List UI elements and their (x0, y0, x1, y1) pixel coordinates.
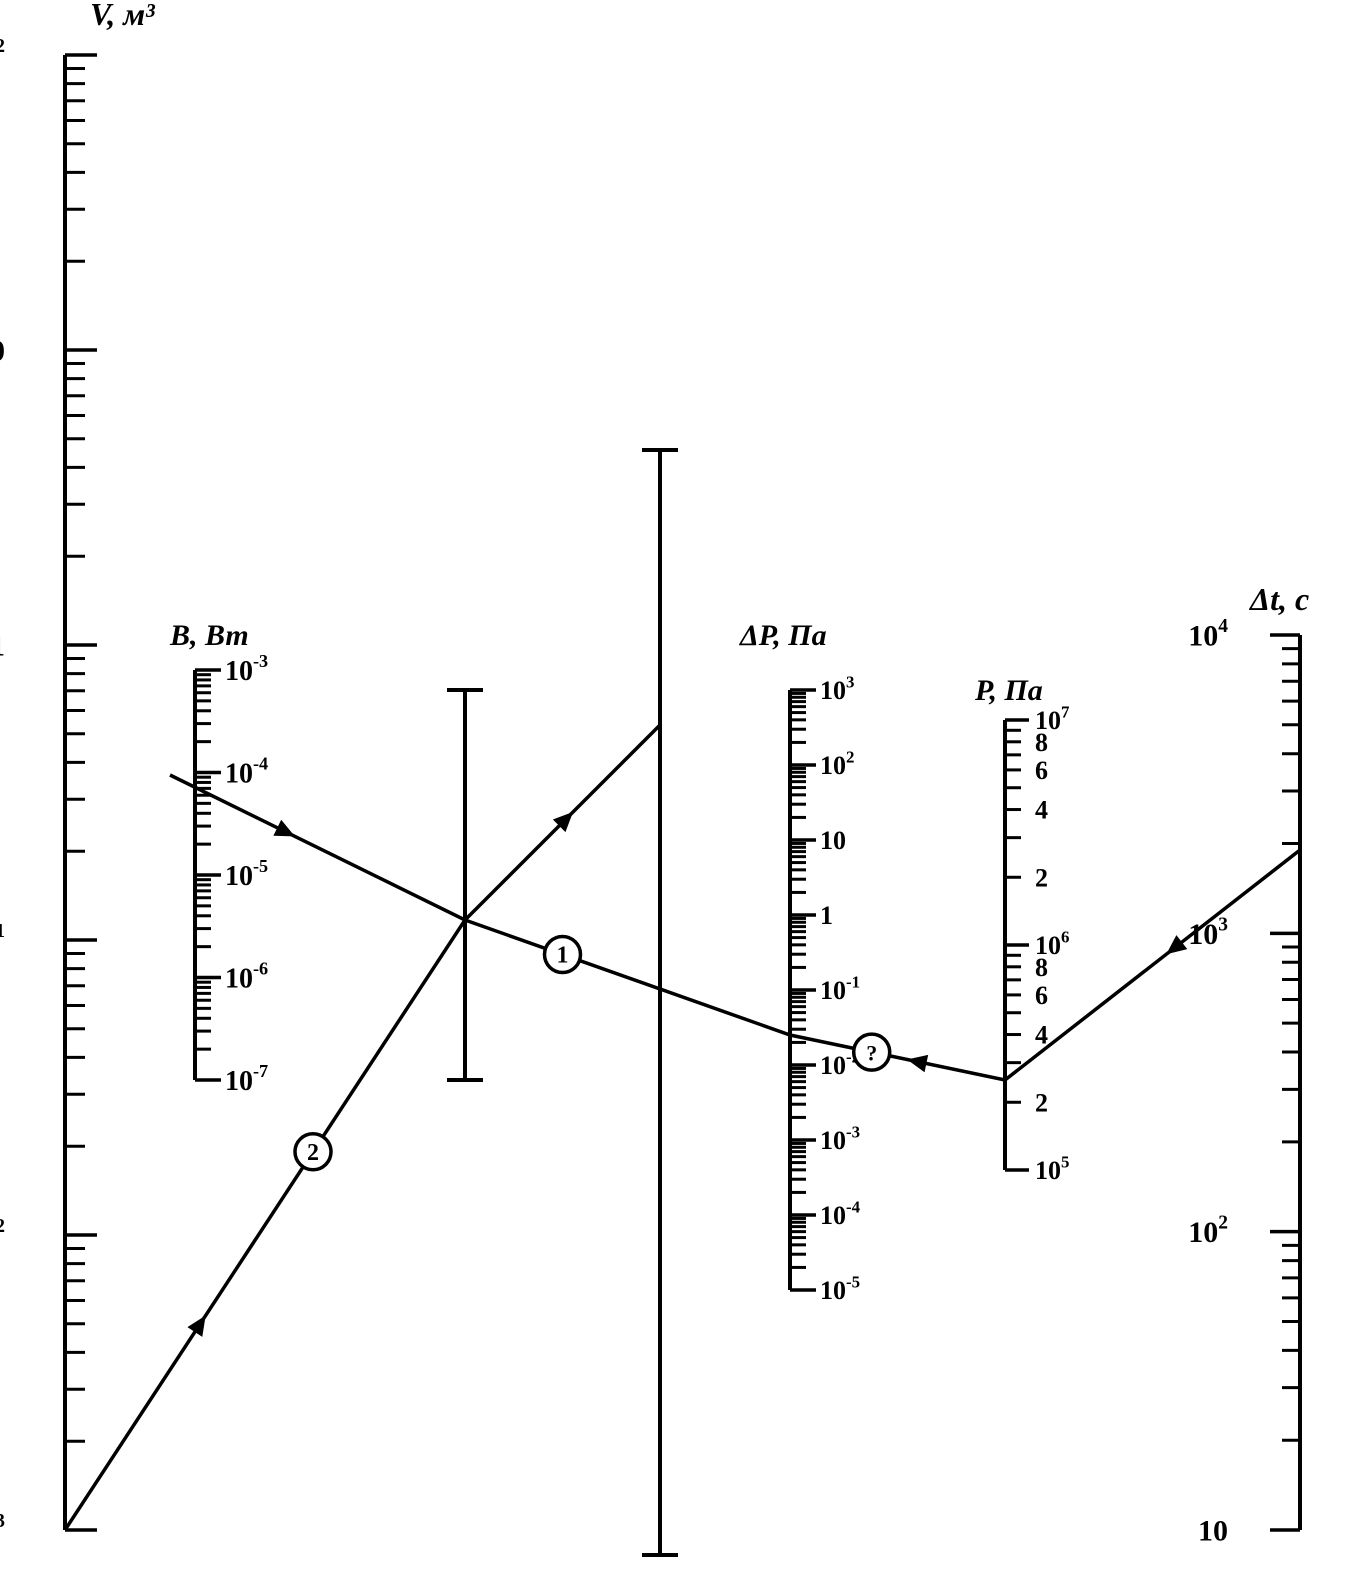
svg-text:10: 10 (0, 335, 5, 368)
svg-text:4: 4 (1035, 1021, 1048, 1050)
svg-text:2: 2 (307, 1140, 319, 1166)
axis (65, 55, 97, 1530)
axis (1005, 720, 1029, 1170)
svg-text:1: 1 (820, 901, 833, 930)
svg-text:10-5: 10-5 (820, 1272, 860, 1305)
key-line (170, 775, 1300, 1080)
svg-text:6: 6 (1035, 756, 1048, 785)
svg-text:Δt, с: Δt, с (1248, 581, 1309, 617)
svg-text:10-3: 10-3 (225, 651, 268, 687)
svg-text:10-3: 10-3 (820, 1122, 860, 1155)
svg-text:10-4: 10-4 (820, 1197, 861, 1230)
svg-text:105: 105 (1035, 1152, 1069, 1185)
svg-text:10-2: 10-2 (0, 1216, 5, 1253)
svg-text:10-6: 10-6 (225, 959, 268, 995)
svg-text:104: 104 (1188, 616, 1228, 653)
svg-text:ΔP, Па: ΔP, Па (739, 619, 827, 652)
svg-text:V, м³: V, м³ (90, 0, 155, 32)
svg-text:B, Вт: B, Вт (169, 619, 249, 652)
svg-text:102: 102 (0, 36, 5, 73)
svg-text:10-1: 10-1 (820, 972, 860, 1005)
nomogram-svg: 10210110-110-210-3V, м³10-310-410-510-61… (0, 0, 1345, 1573)
svg-text:?: ? (866, 1041, 877, 1066)
svg-text:8: 8 (1035, 953, 1048, 982)
svg-text:103: 103 (820, 672, 854, 705)
axis (790, 690, 816, 1290)
svg-text:2: 2 (1035, 1088, 1048, 1117)
svg-text:10-4: 10-4 (225, 754, 268, 790)
svg-text:10-1: 10-1 (0, 921, 5, 958)
svg-text:102: 102 (1188, 1213, 1228, 1250)
svg-text:8: 8 (1035, 728, 1048, 757)
svg-text:1: 1 (557, 943, 569, 969)
key-line (65, 725, 660, 1530)
svg-text:10-7: 10-7 (225, 1061, 268, 1097)
svg-text:10-5: 10-5 (225, 856, 268, 892)
svg-text:P, Па: P, Па (974, 674, 1043, 707)
svg-text:102: 102 (820, 747, 854, 780)
axis (195, 670, 221, 1080)
svg-text:2: 2 (1035, 863, 1048, 892)
svg-text:4: 4 (1035, 796, 1048, 825)
svg-text:6: 6 (1035, 981, 1048, 1010)
svg-text:10: 10 (1198, 1515, 1228, 1548)
axis (642, 450, 678, 1555)
axis (1270, 635, 1300, 1530)
svg-text:1: 1 (0, 630, 5, 663)
svg-text:10-3: 10-3 (0, 1511, 5, 1548)
axis (447, 690, 483, 1080)
svg-text:10: 10 (820, 826, 846, 855)
